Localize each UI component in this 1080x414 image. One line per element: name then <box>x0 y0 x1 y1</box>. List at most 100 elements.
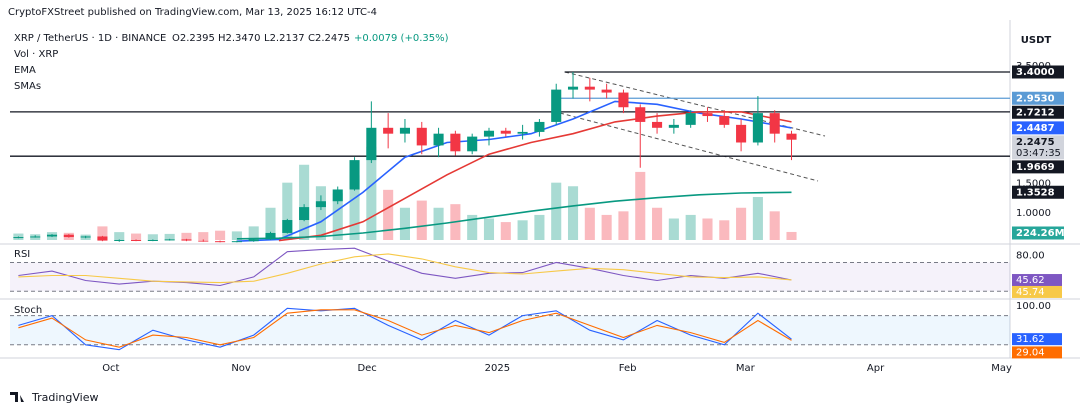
volume-bar <box>483 218 495 240</box>
candle-body <box>315 201 326 208</box>
x-tick-label: Feb <box>619 363 637 374</box>
price-label-bg <box>1012 135 1064 160</box>
volume-bar <box>551 182 562 240</box>
volume-bar <box>736 207 747 240</box>
pane-title: RSI <box>14 249 30 260</box>
volume-bar <box>299 164 310 240</box>
candle-body <box>567 86 579 90</box>
candle-body <box>752 113 763 143</box>
candle-body <box>181 239 192 241</box>
x-tick-label: Mar <box>736 363 756 374</box>
candle-body <box>668 124 679 128</box>
candle-body <box>786 133 797 140</box>
indicator-line <box>18 253 792 284</box>
band-fill <box>10 315 1010 345</box>
candle-body <box>198 240 209 242</box>
candle-body <box>618 92 629 108</box>
volume-bar <box>416 200 427 240</box>
value-label-bg <box>1012 333 1062 346</box>
volume-bar <box>181 232 192 240</box>
candle-body <box>517 131 528 134</box>
volume-bar <box>517 220 528 240</box>
volume-bar <box>231 231 242 240</box>
price-label: 2.7212 <box>1016 107 1055 118</box>
price-label-bg <box>1012 160 1064 174</box>
volume-bar <box>198 232 209 240</box>
candle-body <box>215 241 226 243</box>
brand-logo <box>10 392 24 402</box>
price-label-bg <box>1012 105 1064 119</box>
candle-body <box>383 127 394 134</box>
x-tick-label: Apr <box>867 363 885 374</box>
price-label: 2.4487 <box>1016 123 1055 134</box>
volume-bar <box>786 231 797 240</box>
candle-body <box>399 127 410 134</box>
candle-body <box>332 189 343 202</box>
candle-body <box>652 121 663 128</box>
candle-body <box>685 113 696 125</box>
volume-bar <box>315 186 326 240</box>
candle-body <box>719 116 730 125</box>
price-label: 2.2475 <box>1016 137 1055 148</box>
volume-bar <box>601 214 612 240</box>
value-label: 29.04 <box>1016 347 1045 358</box>
value-label-bg <box>1012 285 1062 298</box>
countdown: 03:47:35 <box>1016 148 1061 159</box>
volume-bar <box>366 146 377 240</box>
channel-lower <box>559 112 819 182</box>
price-label-bg <box>1012 226 1064 240</box>
value-label: 31.62 <box>1016 334 1045 345</box>
candle-body <box>248 239 259 242</box>
candle-body <box>46 234 58 237</box>
price-label: 3.4000 <box>1016 67 1055 78</box>
price-label-bg <box>1012 121 1064 135</box>
ohlc-open: O2.2395 <box>172 33 215 44</box>
x-tick-label: May <box>991 363 1012 374</box>
candle-body <box>349 160 360 190</box>
volume-bar <box>719 220 730 240</box>
candle-body <box>450 133 461 152</box>
volume-bar <box>567 186 579 240</box>
candle-body <box>584 86 595 90</box>
candle-body <box>635 107 646 122</box>
published: CryptoFXStreet published on TradingView.… <box>8 7 377 18</box>
volume-bar <box>685 214 696 240</box>
x-tick-label: Nov <box>231 363 251 374</box>
volume-bar <box>399 207 410 240</box>
indicator-line <box>18 247 792 287</box>
candle-body <box>500 130 511 134</box>
candle-body <box>13 237 24 239</box>
candle-body <box>97 236 108 241</box>
volume-bar <box>668 218 679 240</box>
volume-bar <box>131 233 142 240</box>
symbol: XRP / TetherUS · 1D · BINANCE <box>14 33 166 44</box>
volume-bar <box>147 234 158 240</box>
price-label: 1.3528 <box>1016 187 1055 198</box>
candle-body <box>551 89 562 122</box>
band-fill <box>10 262 1010 292</box>
volume-bar <box>618 211 629 240</box>
price-label: 224.26M <box>1016 228 1065 239</box>
pane-title: Stoch <box>14 305 42 316</box>
volume-bar <box>702 218 713 240</box>
volume-bar <box>332 193 343 240</box>
volume-bar <box>534 214 545 240</box>
indicator-line <box>18 309 792 348</box>
y-tick-label: 80.00 <box>1016 250 1045 261</box>
candle-body <box>601 89 612 93</box>
volume-bar <box>584 207 595 240</box>
value-label: 45.74 <box>1016 287 1045 298</box>
y-tick-label: 100.00 <box>1016 301 1051 312</box>
volume-bar <box>265 207 276 240</box>
ohlc-change: +0.0079 (+0.35%) <box>354 33 449 44</box>
indicator-line <box>18 307 792 351</box>
price-label-bg <box>1012 185 1064 199</box>
price-label: 2.9530 <box>1016 93 1055 104</box>
candle-body <box>231 241 242 243</box>
candle-body <box>30 236 41 238</box>
candle-body <box>131 240 142 241</box>
candle-body <box>164 239 175 241</box>
value-label: 45.62 <box>1016 275 1045 286</box>
x-tick-label: 2025 <box>485 363 510 374</box>
